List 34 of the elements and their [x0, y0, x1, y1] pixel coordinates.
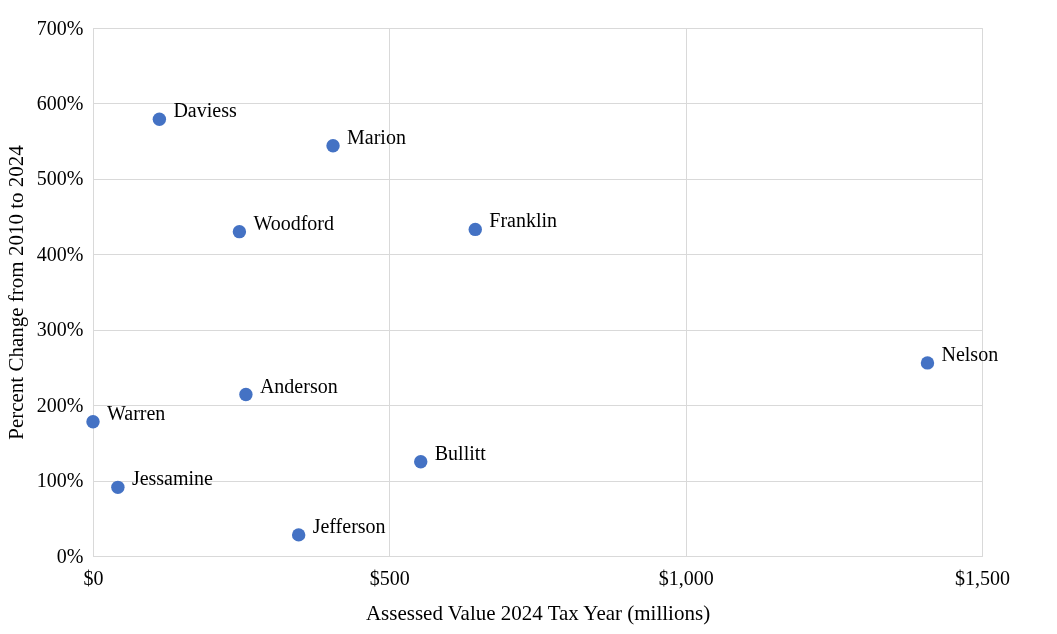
annotation: Daviess [173, 99, 237, 122]
x-tick-label: $0 [83, 566, 104, 589]
point [468, 222, 482, 237]
y-tick-label: 100% [36, 469, 84, 492]
annotation: Franklin [489, 209, 558, 232]
point [291, 528, 306, 542]
point [232, 224, 247, 239]
y-tick-label: 600% [36, 91, 84, 114]
annotation: Anderson [259, 374, 338, 397]
annotation: Marion [347, 125, 406, 148]
point [152, 112, 167, 126]
y-tick-label: 300% [36, 318, 84, 341]
y-tick-label: 400% [36, 242, 84, 265]
point [86, 415, 100, 429]
y-tick-label: 200% [36, 393, 84, 416]
annotation: Nelson [941, 342, 999, 365]
point [326, 138, 340, 153]
point [920, 356, 935, 370]
y-tick-label: 500% [36, 167, 84, 190]
point [414, 455, 428, 469]
point [239, 387, 253, 402]
annotation: Bullitt [434, 441, 487, 464]
y-tick-label: 700% [36, 16, 84, 39]
x-tick-label: $500 [369, 566, 410, 589]
x-tick-label: $1,000 [658, 566, 714, 589]
point [111, 480, 125, 495]
y-axis-title: Percent Change from 2010 to 2024 [3, 144, 28, 440]
x-tick-label: $1,500 [955, 566, 1010, 589]
annotation: Warren [107, 401, 166, 424]
annotation: Jessamine [131, 467, 214, 490]
annotation: Jefferson [312, 514, 386, 537]
y-tick-label: 0% [56, 544, 84, 567]
x-axis-title: Assessed Value 2024 Tax Year (millions) [365, 600, 711, 625]
annotation: Woodford [253, 211, 334, 234]
